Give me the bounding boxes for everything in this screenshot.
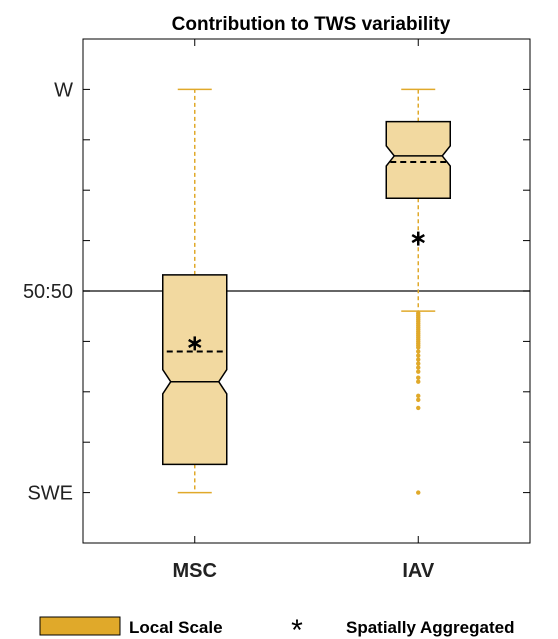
axes-frame [82, 38, 531, 544]
box-msc [162, 274, 228, 466]
outlier-point [416, 397, 421, 403]
legend-label-local-scale: Local Scale [129, 618, 223, 637]
legend-label-spatially-aggregated: Spatially Aggregated [346, 618, 514, 637]
plot-area: W 50:50 SWE MSC IAV [23, 38, 531, 582]
x-tick-label: MSC [173, 560, 217, 582]
outlier-point [416, 345, 421, 350]
chart-title: Contribution to TWS variability [172, 14, 451, 35]
spatially-aggregated-point [411, 231, 425, 246]
outlier-point [416, 379, 421, 384]
outlier-point [416, 357, 421, 362]
outlier-point [416, 349, 421, 354]
spatially-aggregated-point [188, 336, 202, 351]
outlier-point [416, 405, 421, 411]
box-iav [385, 120, 451, 200]
outlier-point [416, 375, 421, 380]
legend-patch-local-scale [39, 616, 121, 636]
y-tick-label: 50:50 [23, 281, 73, 303]
outlier-point [416, 490, 421, 495]
outlier-point [416, 353, 421, 358]
outlier-point [416, 361, 421, 366]
y-tick-label: W [54, 79, 73, 101]
outlier-point [416, 393, 421, 399]
legend: Local Scale * Spatially Aggregated [39, 614, 514, 639]
asterisk-stroke [188, 338, 202, 348]
y-tick-label: SWE [27, 483, 73, 505]
asterisk-stroke [411, 234, 425, 244]
x-tick-label: IAV [402, 560, 435, 582]
outlier-point [416, 365, 421, 370]
legend-marker-spatially-aggregated: * [291, 614, 303, 639]
outlier-point [416, 369, 421, 374]
